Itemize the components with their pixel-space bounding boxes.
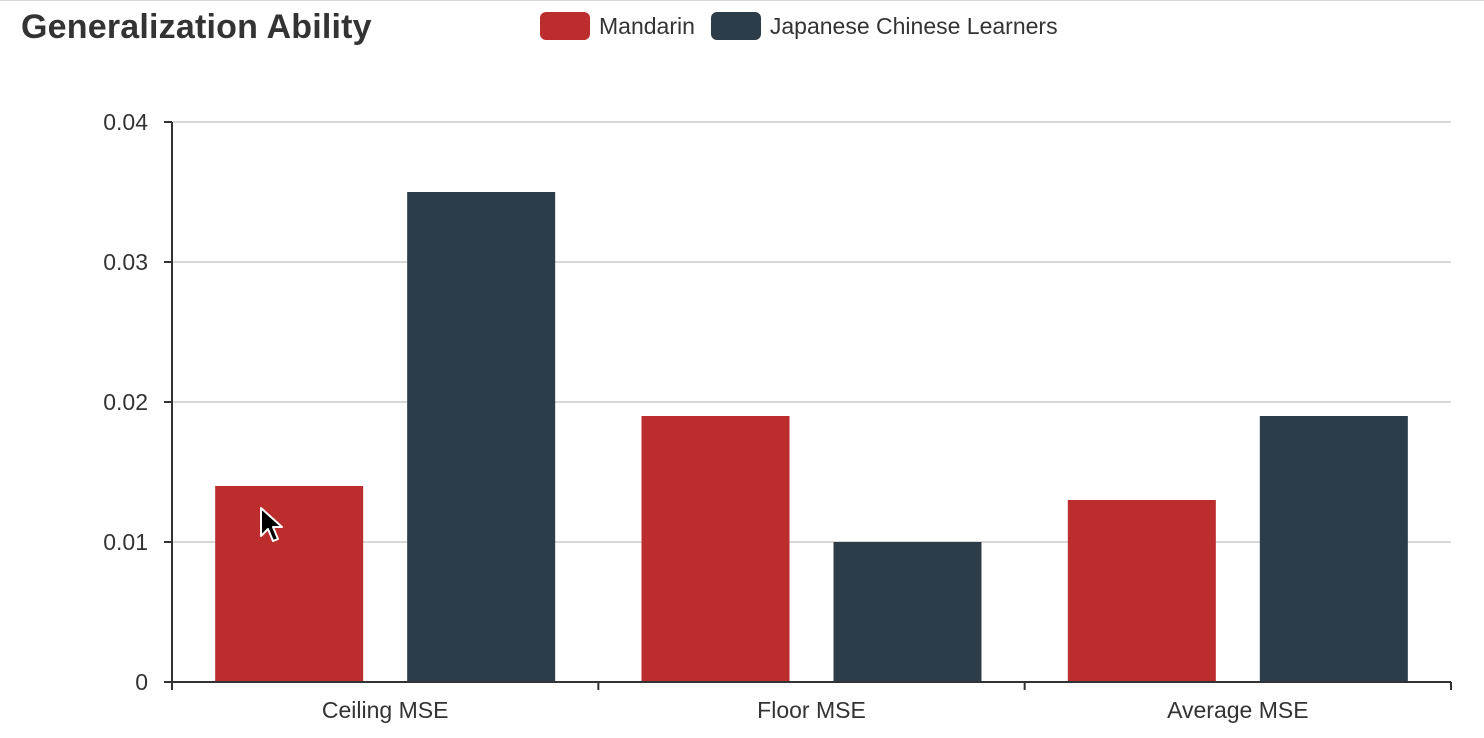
x-tick-label: Floor MSE [757,697,866,723]
legend-swatch-japanese-chinese-learners [710,12,761,40]
legend: Mandarin Japanese Chinese Learners [540,12,1074,40]
bar[interactable] [1067,500,1216,682]
x-tick-label: Average MSE [1167,697,1308,723]
bar[interactable] [641,416,790,682]
bar[interactable] [407,192,556,682]
top-border [0,0,1484,1]
bar[interactable] [833,542,982,682]
legend-label-japanese-chinese-learners: Japanese Chinese Learners [769,12,1058,39]
legend-label-mandarin: Mandarin [599,12,695,39]
legend-swatch-mandarin [540,12,590,40]
y-tick-label: 0.03 [103,249,148,275]
legend-item-japanese-chinese-learners[interactable]: Japanese Chinese Learners [710,12,1058,40]
chart-title: Generalization Ability [21,8,372,46]
y-tick-label: 0 [135,669,148,695]
y-tick-label: 0.04 [103,109,148,135]
y-tick-label: 0.01 [103,529,148,555]
x-tick-label: Ceiling MSE [322,697,449,723]
mouse-cursor-icon [260,507,283,542]
legend-item-mandarin[interactable]: Mandarin [540,12,695,40]
bar[interactable] [215,486,364,682]
bar[interactable] [1259,416,1408,682]
y-tick-label: 0.02 [103,389,148,415]
